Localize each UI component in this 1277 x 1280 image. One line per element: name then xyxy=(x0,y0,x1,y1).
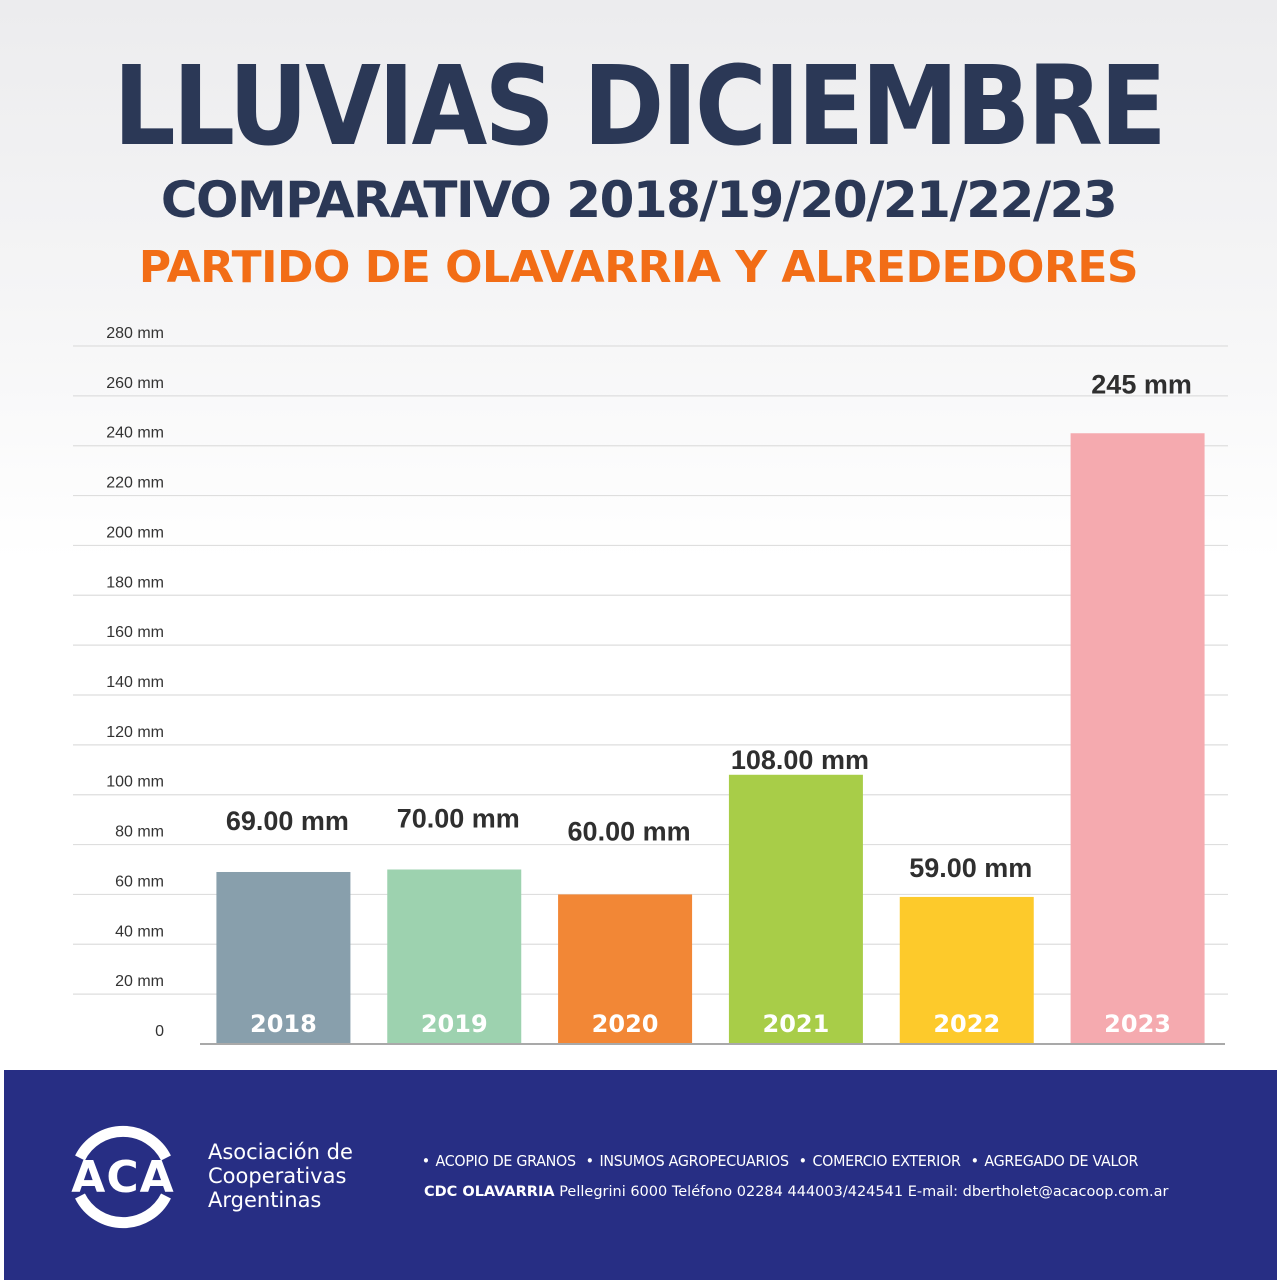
services-list: • ACOPIO DE GRANOS • INSUMOS AGROPECUARIOS… xyxy=(416,1152,1195,1170)
y-tick-label: 0 xyxy=(155,1023,164,1040)
bar-value-label: 69.00 mm xyxy=(226,806,349,836)
bar xyxy=(558,894,693,1044)
service-item: INSUMOS AGROPECUARIOS xyxy=(599,1152,789,1170)
y-tick-label: 160 mm xyxy=(106,624,164,641)
bar-category-label: 2022 xyxy=(933,1010,1000,1038)
service-item: ACOPIO DE GRANOS xyxy=(435,1152,576,1170)
y-tick-label: 40 mm xyxy=(115,923,164,940)
bar-category-label: 2018 xyxy=(250,1010,317,1038)
bar-group: 2022 59.00 mm xyxy=(899,853,1034,1044)
y-tick-label: 20 mm xyxy=(115,973,164,990)
bar xyxy=(387,869,522,1044)
y-tick-label: 200 mm xyxy=(106,524,164,541)
aca-logo-icon: ACA xyxy=(71,1125,174,1229)
bar-chart: 0 20 mm 40 mm 60 mm 80 mm 100 mm 120 mm 140 mm 1… xyxy=(73,325,1228,1045)
contact-info: CDC OLAVARRIA Pellegrini 6000 Teléfono 0… xyxy=(424,1184,1169,1200)
bar-category-label: 2021 xyxy=(763,1010,830,1038)
organization-name: Asociación de Cooperativas Argentinas xyxy=(208,1140,353,1212)
y-tick-label: 80 mm xyxy=(115,824,164,841)
org-name-line: Asociación de xyxy=(208,1140,353,1164)
y-tick-label: 120 mm xyxy=(106,724,164,741)
bar xyxy=(899,896,1034,1044)
bullet: • xyxy=(585,1152,594,1170)
chart-subtitle: COMPARATIVO 2018/19/20/21/22/23 xyxy=(160,171,1118,229)
bar-category-label: 2020 xyxy=(592,1010,659,1038)
bar xyxy=(216,871,351,1044)
bar-value-label: 60.00 mm xyxy=(568,817,691,847)
chart-title: LLUVIAS DICIEMBRE xyxy=(113,43,1167,171)
footer-banner: ACA Asociación de Cooperativas Argentina… xyxy=(4,1070,1277,1280)
bar-category-label: 2023 xyxy=(1104,1010,1171,1038)
y-axis: 0 20 mm 40 mm 60 mm 80 mm 100 mm 120 mm 140 mm 1… xyxy=(106,325,164,1040)
bullet: • xyxy=(421,1152,430,1170)
bar-value-label: 245 mm xyxy=(1091,369,1192,399)
bullet: • xyxy=(798,1152,807,1170)
y-tick-label: 220 mm xyxy=(106,475,164,492)
gridlines xyxy=(73,345,1228,995)
service-item: COMERCIO EXTERIOR xyxy=(812,1152,961,1170)
bar-value-label: 70.00 mm xyxy=(397,804,520,834)
location-subtitle: PARTIDO DE OLAVARRIA Y ALREDEDORES xyxy=(138,242,1139,293)
y-tick-label: 60 mm xyxy=(115,873,164,890)
y-tick-label: 280 mm xyxy=(106,325,164,342)
bar-group: 2018 69.00 mm xyxy=(216,806,351,1044)
bar-group: 2021 108.00 mm xyxy=(728,745,869,1044)
y-tick-label: 180 mm xyxy=(106,574,164,591)
y-tick-label: 240 mm xyxy=(106,425,164,442)
bar-value-label: 59.00 mm xyxy=(909,853,1032,883)
contact-details: Pellegrini 6000 Teléfono 02284 444003/42… xyxy=(559,1184,1169,1200)
bar-group: 2019 70.00 mm xyxy=(387,804,522,1044)
bars: 2018 69.00 mm 2019 70.00 mm 2020 60.00 mm 2021… xyxy=(216,369,1205,1044)
logo-text: ACA xyxy=(71,1152,174,1203)
org-name-line: Argentinas xyxy=(208,1188,322,1212)
y-tick-label: 140 mm xyxy=(106,674,164,691)
bullet: • xyxy=(970,1152,979,1170)
org-name-line: Cooperativas xyxy=(208,1164,347,1188)
bar xyxy=(728,774,863,1044)
bar-group: 2020 60.00 mm xyxy=(558,817,693,1044)
bar xyxy=(1070,433,1205,1044)
branch-name: CDC OLAVARRIA xyxy=(424,1184,555,1200)
service-item: AGREGADO DE VALOR xyxy=(984,1152,1139,1170)
bar-category-label: 2019 xyxy=(421,1010,488,1038)
y-tick-label: 260 mm xyxy=(106,375,164,392)
y-tick-label: 100 mm xyxy=(106,774,164,791)
bar-group: 2023 245 mm xyxy=(1070,369,1205,1044)
bar-value-label: 108.00 mm xyxy=(731,745,869,775)
